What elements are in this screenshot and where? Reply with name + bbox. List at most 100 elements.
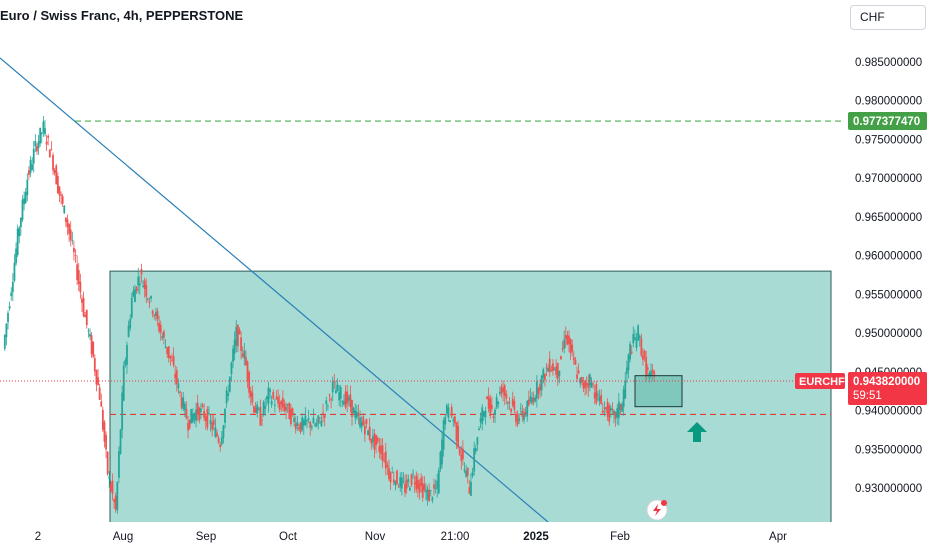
- candle-body: [269, 389, 271, 393]
- candle-body: [556, 362, 559, 380]
- candle-body: [642, 355, 644, 360]
- candle-body: [190, 409, 193, 424]
- candle-body: [495, 397, 498, 408]
- candle-body: [53, 170, 56, 173]
- y-tick-label: 0.955000000: [855, 289, 922, 301]
- candle-body: [309, 421, 312, 428]
- candle-body: [365, 419, 368, 425]
- candle-body: [222, 425, 225, 439]
- candle-body: [84, 314, 87, 318]
- candle-body: [527, 399, 530, 406]
- candle-body: [590, 382, 593, 388]
- candle-body: [44, 128, 46, 135]
- x-tick-label: Oct: [279, 531, 298, 543]
- candle-body: [442, 420, 445, 450]
- candle-body: [462, 448, 464, 460]
- candle-body: [519, 407, 522, 409]
- candle-body: [281, 397, 284, 408]
- candle-body: [476, 437, 479, 445]
- candle-body: [236, 324, 239, 347]
- candle-body: [552, 363, 554, 371]
- candle-body: [175, 370, 178, 385]
- candle-body: [193, 413, 196, 420]
- currency-selector-button[interactable]: CHF: [850, 5, 926, 30]
- candle-body: [638, 336, 641, 339]
- candle-body: [460, 454, 463, 461]
- candle-body: [547, 368, 550, 372]
- candle-body: [593, 392, 596, 399]
- candle-body: [267, 387, 270, 404]
- candle-body: [272, 391, 275, 399]
- candle-body: [34, 141, 37, 147]
- candle-body: [561, 348, 564, 350]
- candle-body: [26, 179, 29, 196]
- candle-body: [624, 380, 627, 399]
- candle-body: [381, 445, 384, 461]
- candle-body: [608, 405, 611, 422]
- candle-body: [392, 479, 395, 483]
- candle-body: [563, 339, 566, 349]
- candle-body: [146, 298, 149, 300]
- candle-body: [151, 310, 154, 315]
- candle-body: [248, 372, 251, 393]
- candle-body: [114, 495, 117, 510]
- candle-body: [484, 410, 487, 418]
- candle-body: [56, 176, 59, 193]
- candle-body: [584, 380, 586, 389]
- candle-body: [367, 430, 369, 436]
- candle-body: [577, 370, 580, 374]
- candle-body: [208, 413, 210, 414]
- candle-body: [489, 398, 492, 416]
- candle-body: [600, 394, 603, 404]
- candle-body: [433, 484, 435, 489]
- candle-body: [145, 284, 148, 297]
- candle-body: [101, 409, 104, 430]
- candle-body: [378, 445, 381, 452]
- candle-body: [388, 467, 390, 479]
- candle-body: [532, 397, 535, 403]
- candle-body: [412, 473, 414, 475]
- candle-body: [278, 402, 281, 410]
- candle-body: [627, 354, 630, 371]
- candle-body: [261, 419, 263, 421]
- candle-body: [238, 329, 241, 335]
- candle-body: [224, 408, 226, 423]
- candle-body: [60, 194, 62, 196]
- candle-body: [16, 228, 19, 256]
- candle-body: [264, 405, 267, 409]
- candle-body: [187, 422, 189, 431]
- candle-body: [465, 471, 468, 477]
- candle-body: [13, 262, 16, 281]
- candle-body: [18, 227, 21, 237]
- candle-body: [420, 477, 423, 486]
- candle-body: [605, 406, 607, 410]
- candle-body: [299, 422, 302, 433]
- candle-body: [360, 421, 363, 428]
- candle-body: [471, 472, 474, 476]
- candle-body: [543, 374, 546, 381]
- candle-body: [576, 374, 578, 379]
- candle-body: [32, 148, 35, 164]
- current-price-label: [848, 371, 927, 405]
- candle-body: [625, 367, 628, 374]
- candle-body: [103, 422, 106, 442]
- candle-body: [304, 415, 307, 425]
- candle-body: [317, 415, 320, 424]
- candle-body: [174, 373, 177, 379]
- candle-body: [206, 409, 209, 428]
- candle-body: [535, 381, 538, 399]
- candle-body: [214, 427, 217, 437]
- candle-body: [363, 425, 366, 435]
- candle-body: [479, 418, 482, 422]
- candle-body: [524, 411, 527, 415]
- countdown-text: 59:51: [853, 390, 882, 402]
- candle-body: [589, 374, 591, 386]
- candle-body: [492, 416, 495, 419]
- candle-body: [164, 346, 167, 348]
- candle-body: [359, 417, 361, 427]
- candle-body: [558, 370, 561, 377]
- candle-body: [478, 428, 480, 431]
- candle-body: [137, 276, 140, 286]
- candle-body: [265, 396, 268, 400]
